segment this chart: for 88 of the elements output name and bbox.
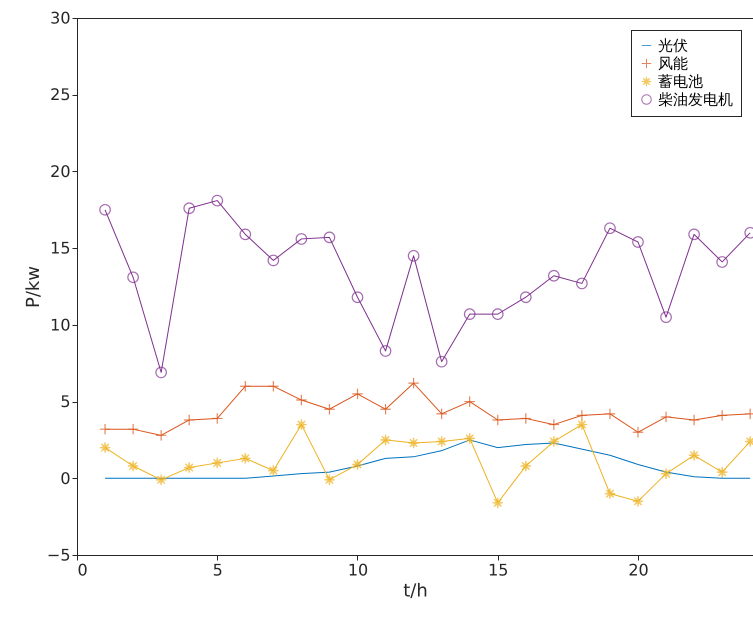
point bbox=[324, 403, 336, 416]
point bbox=[239, 452, 252, 464]
point bbox=[296, 418, 308, 430]
point bbox=[464, 308, 476, 320]
point bbox=[127, 460, 139, 472]
point bbox=[492, 308, 504, 320]
point bbox=[324, 474, 336, 486]
point bbox=[548, 418, 560, 430]
point bbox=[183, 202, 196, 214]
point bbox=[155, 366, 167, 378]
x-tick-label: 20 bbox=[628, 560, 649, 580]
x-tick-label: 10 bbox=[348, 560, 368, 580]
point bbox=[464, 432, 476, 444]
y-tick-label: 0 bbox=[60, 468, 70, 488]
point bbox=[211, 194, 224, 206]
y-tick-label: 10 bbox=[50, 315, 70, 334]
y-tick-label: 20 bbox=[50, 162, 70, 181]
point bbox=[408, 377, 420, 390]
y-tick-label: −5 bbox=[46, 546, 70, 564]
point bbox=[436, 408, 448, 420]
point bbox=[268, 464, 280, 476]
point bbox=[211, 457, 224, 469]
point bbox=[352, 458, 364, 470]
point bbox=[408, 250, 420, 262]
x-axis-title: t/h bbox=[403, 580, 428, 602]
point bbox=[492, 496, 504, 509]
point bbox=[716, 410, 728, 422]
point bbox=[576, 278, 588, 290]
point bbox=[660, 311, 672, 324]
point bbox=[520, 460, 532, 472]
point bbox=[520, 291, 532, 304]
x-tick-label: 15 bbox=[488, 560, 508, 580]
point bbox=[380, 403, 392, 416]
point bbox=[632, 495, 644, 508]
point bbox=[660, 411, 672, 423]
point bbox=[352, 291, 364, 304]
point bbox=[576, 418, 588, 430]
point bbox=[492, 414, 504, 426]
point bbox=[239, 380, 252, 392]
point bbox=[632, 426, 644, 438]
x-tick-label: 0 bbox=[78, 560, 88, 580]
point bbox=[99, 423, 111, 436]
legend-label: 光伏 bbox=[658, 36, 688, 54]
point bbox=[296, 233, 308, 245]
point bbox=[548, 436, 560, 448]
legend-label: 柴油发电机 bbox=[658, 90, 733, 108]
point bbox=[520, 412, 532, 424]
legend-label: 蓄电池 bbox=[658, 72, 703, 90]
point bbox=[155, 474, 167, 486]
point bbox=[604, 222, 616, 234]
y-tick-label: 5 bbox=[60, 392, 70, 412]
point bbox=[380, 345, 392, 357]
y-tick-label: 15 bbox=[50, 238, 70, 258]
point bbox=[380, 434, 392, 446]
point bbox=[211, 412, 224, 424]
point bbox=[436, 436, 448, 448]
point bbox=[99, 204, 111, 216]
point bbox=[576, 410, 588, 422]
point bbox=[632, 236, 644, 248]
point bbox=[127, 271, 139, 284]
point bbox=[436, 356, 448, 368]
point bbox=[268, 380, 280, 392]
point bbox=[716, 466, 728, 478]
point bbox=[324, 232, 336, 244]
point bbox=[716, 256, 728, 268]
x-tick-label: 5 bbox=[212, 560, 223, 580]
point bbox=[183, 462, 196, 474]
point bbox=[155, 429, 167, 442]
point bbox=[660, 468, 672, 480]
point bbox=[604, 408, 616, 420]
point bbox=[183, 414, 196, 426]
point bbox=[688, 449, 700, 462]
point bbox=[239, 228, 252, 240]
y-tick-label: 30 bbox=[50, 8, 70, 28]
y-axis-title: P/kw bbox=[22, 266, 44, 308]
point bbox=[548, 270, 560, 282]
point bbox=[352, 388, 364, 400]
point bbox=[604, 488, 616, 500]
point bbox=[296, 394, 308, 406]
point bbox=[464, 396, 476, 408]
point bbox=[688, 414, 700, 426]
y-tick-label: 25 bbox=[50, 85, 70, 104]
legend-label: 风能 bbox=[658, 54, 688, 72]
point bbox=[99, 442, 111, 454]
point bbox=[127, 423, 139, 436]
point bbox=[688, 228, 700, 240]
point bbox=[408, 437, 420, 449]
point bbox=[268, 254, 280, 266]
